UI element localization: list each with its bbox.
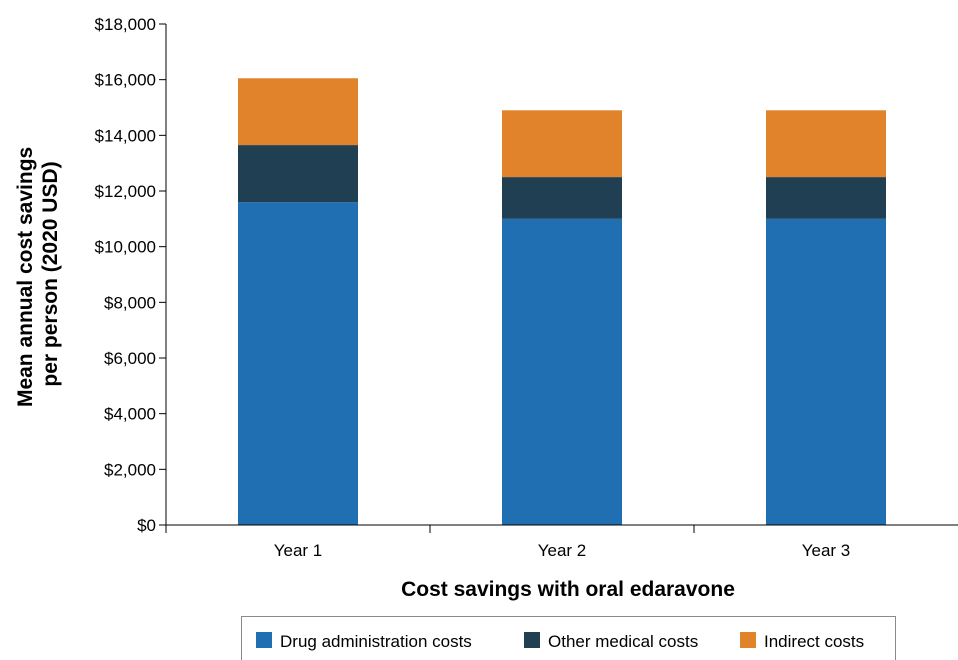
y-tick-label: $2,000 xyxy=(104,460,156,479)
y-tick-label: $6,000 xyxy=(104,349,156,368)
y-axis: $0 $2,000 $4,000 $6,000 $8,000 $10,000 $12,000… xyxy=(95,15,167,535)
y-tick-label: $8,000 xyxy=(104,293,156,312)
y-axis-title: Mean annual cost savings per person (202… xyxy=(14,141,62,407)
legend-label: Other medical costs xyxy=(548,632,698,651)
x-axis-title: Cost savings with oral edaravone xyxy=(401,578,735,601)
y-tick-label: $16,000 xyxy=(95,71,156,90)
legend-swatch xyxy=(524,632,540,648)
y-tick-label: $0 xyxy=(137,516,156,535)
legend-label: Indirect costs xyxy=(764,632,864,651)
legend: Drug administration costs Other medical c… xyxy=(241,616,896,660)
bar-segment xyxy=(502,177,622,219)
legend-swatch xyxy=(740,632,756,648)
bar-segment xyxy=(238,202,358,525)
bar-segment xyxy=(766,177,886,219)
legend-label: Drug administration costs xyxy=(280,632,472,651)
y-tick-label: $18,000 xyxy=(95,15,156,34)
bar-segment xyxy=(502,218,622,526)
bar-segment xyxy=(766,218,886,526)
x-tick-label: Year 1 xyxy=(274,541,323,560)
y-axis-title-line-1: Mean annual cost savings xyxy=(14,147,37,407)
y-tick-label: $4,000 xyxy=(104,405,156,424)
bar-segment xyxy=(238,78,358,146)
bar-segment xyxy=(238,145,358,203)
legend-box xyxy=(241,616,896,660)
x-tick-label: Year 3 xyxy=(802,541,851,560)
legend-swatch xyxy=(256,632,272,648)
y-tick-label: $12,000 xyxy=(95,182,156,201)
x-tick-label: Year 2 xyxy=(538,541,587,560)
y-tick-label: $10,000 xyxy=(95,238,156,257)
bar-segment xyxy=(766,110,886,178)
bar-segment xyxy=(502,110,622,178)
x-axis: Year 1 Year 2 Year 3 xyxy=(165,524,958,560)
y-axis-title-line-2: per person (2020 USD) xyxy=(39,161,62,386)
bars-group xyxy=(238,78,886,526)
y-tick-label: $14,000 xyxy=(95,126,156,145)
